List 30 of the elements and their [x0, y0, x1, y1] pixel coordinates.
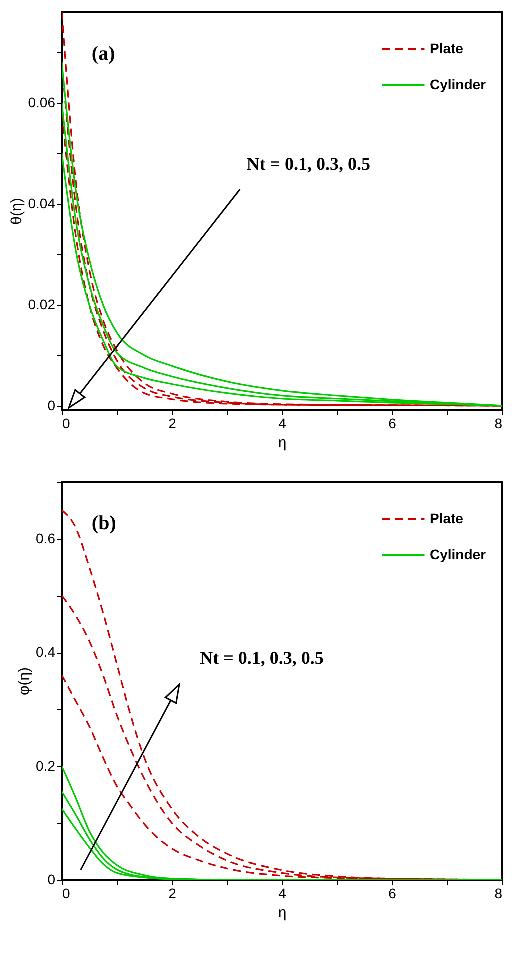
x-tick-label: 4	[278, 416, 287, 432]
x-tick-label: 8	[494, 416, 503, 432]
y-tick-label: 0.04	[28, 195, 56, 212]
x-tick-label: 0	[62, 416, 70, 432]
legend-label: Plate	[430, 40, 464, 56]
x-tick-label: 4	[278, 886, 287, 902]
legend-label: Cylinder	[430, 76, 487, 92]
y-tick-label: 0.6	[36, 530, 56, 546]
y-tick-label: 0.4	[36, 644, 56, 660]
y-tick-label: 0.02	[28, 296, 56, 312]
legend-label: Cylinder	[430, 546, 487, 562]
y-tick-label: 0	[48, 872, 56, 888]
y-axis-title: φ(η)	[16, 667, 34, 696]
y-axis-title: θ(η)	[8, 198, 26, 225]
annotation: (b)	[92, 512, 116, 534]
legend-label: Plate	[430, 510, 464, 526]
y-tick-label: 0	[48, 397, 56, 414]
x-tick-label: 0	[62, 886, 70, 902]
x-tick-label: 6	[388, 886, 397, 902]
y-tick-label: 0.06	[28, 94, 56, 110]
x-tick-label: 6	[388, 416, 397, 432]
x-tick-label: 8	[494, 886, 503, 902]
annotation: (a)	[92, 42, 116, 65]
x-tick-label: 2	[168, 886, 177, 902]
annotation: Nt = 0.1, 0.3, 0.5	[200, 648, 324, 668]
y-tick-label: 0.2	[36, 758, 56, 774]
x-axis-title: η	[278, 904, 287, 922]
annotation: Nt = 0.1, 0.3, 0.5	[246, 154, 371, 174]
x-axis-title: η	[278, 434, 287, 452]
x-tick-label: 2	[168, 416, 177, 432]
